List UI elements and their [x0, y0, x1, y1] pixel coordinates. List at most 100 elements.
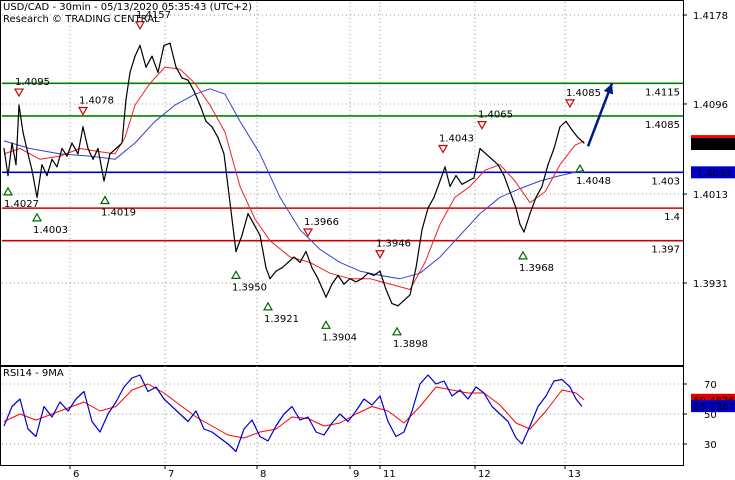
pivot-badge: 1.4033	[697, 168, 732, 179]
price-point	[427, 207, 429, 209]
price-point	[337, 274, 339, 276]
price-point	[71, 142, 73, 144]
key-level-label: 1.403	[651, 176, 680, 187]
price-point	[223, 153, 225, 155]
price-point	[491, 158, 493, 160]
price-point	[235, 250, 237, 253]
price-point	[433, 196, 435, 198]
x-tick-label: 13	[568, 469, 581, 480]
price-point	[485, 153, 487, 155]
main-plot-frame	[0, 0, 684, 366]
price-point	[397, 305, 399, 307]
price-point	[305, 250, 307, 253]
price-point	[409, 294, 411, 296]
price-point	[82, 126, 84, 128]
price-point	[151, 55, 153, 57]
price-point	[227, 185, 229, 187]
swing-low-marker	[31, 212, 43, 222]
price-point	[199, 104, 201, 106]
price-point	[109, 153, 111, 155]
price-point	[503, 175, 505, 177]
price-point	[509, 191, 511, 193]
swing-low-label: 1.3968	[519, 263, 554, 274]
swing-low-label: 1.4027	[4, 199, 39, 210]
current-price-badge: 1.40591	[693, 140, 734, 151]
price-point	[92, 158, 94, 160]
swing-low-marker	[2, 186, 14, 196]
y-tick-label: 1.4013	[693, 190, 728, 201]
rsi-line	[3, 374, 583, 453]
key-level-label: 1.397	[651, 245, 680, 256]
rsi-ma-line	[3, 383, 585, 439]
price-point	[421, 229, 423, 231]
price-point	[519, 223, 521, 225]
price-point	[571, 129, 573, 131]
swing-high-marker	[302, 228, 314, 238]
price-point	[473, 177, 475, 179]
x-tick-label: 12	[478, 469, 491, 480]
price-point	[22, 131, 24, 133]
swing-low-label: 1.4048	[576, 176, 611, 187]
price-point	[41, 164, 43, 166]
swing-high-label: 1.3946	[376, 239, 411, 250]
price-point	[373, 274, 375, 276]
price-point	[247, 213, 249, 215]
ma-slow-line	[3, 88, 585, 280]
projection-arrow-line	[586, 82, 614, 147]
price-point	[311, 267, 313, 269]
rsi-value-badge-bg	[691, 400, 735, 413]
price-point	[343, 283, 345, 285]
price-point	[175, 66, 177, 68]
price-point	[115, 147, 117, 150]
price-point	[97, 147, 99, 150]
price-point	[125, 99, 127, 101]
swing-low-label: 1.4019	[101, 208, 136, 219]
swing-high-label: 1.3966	[304, 217, 339, 228]
swing-high-marker	[374, 250, 386, 259]
price-point	[217, 137, 219, 139]
price-point	[331, 283, 333, 285]
price-point	[269, 278, 271, 280]
price-point	[515, 207, 517, 209]
pivot-badge-bg	[691, 166, 735, 179]
price-point	[27, 153, 29, 155]
price-point	[15, 164, 17, 166]
x-tick-label: 7	[168, 469, 174, 480]
price-point	[129, 71, 131, 74]
price-point	[275, 270, 277, 272]
swing-low-marker	[517, 250, 529, 260]
price-point	[231, 218, 233, 220]
chart-title: USD/CAD - 30min - 05/13/2020 05:35:43 (U…	[3, 2, 253, 13]
swing-high-label: 1.4085	[566, 88, 601, 99]
price-point	[467, 180, 469, 182]
price-point	[583, 142, 585, 144]
price-point	[46, 175, 48, 177]
x-tick-label: 8	[260, 469, 266, 480]
swing-low-marker	[574, 163, 586, 173]
price-point	[145, 66, 147, 68]
price-point	[87, 147, 89, 150]
price-point	[547, 164, 549, 166]
key-level-label: 1.4115	[645, 87, 680, 98]
price-point	[77, 153, 79, 155]
key-level-label: 1.4	[664, 212, 680, 223]
price-point	[559, 126, 561, 128]
price-point	[461, 183, 463, 185]
swing-high-label: 1.4043	[439, 133, 474, 144]
price-point	[103, 180, 105, 182]
price-point	[449, 185, 451, 187]
price-point	[444, 166, 446, 168]
swing-high-label: 1.4157	[136, 10, 171, 21]
price-point	[241, 234, 243, 236]
projection-arrow-head	[603, 83, 614, 95]
price-point	[7, 175, 9, 177]
price-point	[134, 55, 136, 57]
price-point	[497, 164, 499, 166]
swing-high-marker	[13, 88, 25, 98]
price-point	[541, 185, 543, 187]
price-point	[287, 261, 289, 263]
x-tick-label: 6	[73, 469, 79, 480]
price-point	[379, 270, 381, 272]
swing-low-label: 1.3950	[232, 282, 267, 293]
swing-low-label: 1.4003	[33, 225, 68, 236]
